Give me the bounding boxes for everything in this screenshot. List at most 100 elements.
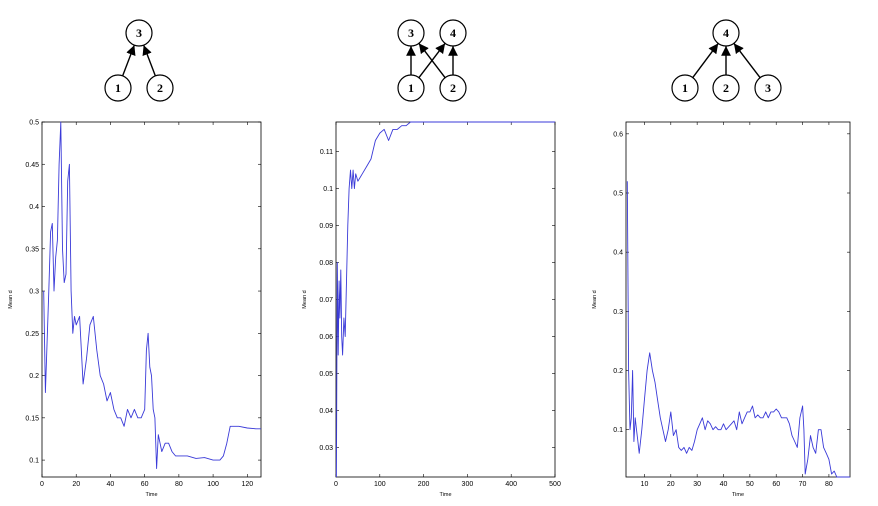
graph-node-label: 1 (115, 81, 121, 95)
x-tick-label: 30 (693, 481, 701, 488)
series-line (626, 181, 850, 478)
y-tick-label: 0.07 (319, 297, 333, 304)
y-tick-label: 0.03 (319, 445, 333, 452)
graph-node-4: 4 (712, 19, 740, 47)
graph-node-3: 3 (754, 74, 782, 102)
graph-node-circle (671, 74, 699, 102)
line-chart-1: 0 20 40 60 80 100 120 0.1 0.15 0.2 0.25 0.3 0.35 0.4 0… (8, 120, 262, 498)
y-tick-label: 0.25 (25, 331, 39, 338)
graph-node-circle (712, 74, 740, 102)
graph-node-label: 3 (408, 26, 414, 40)
x-axis-title: Time (732, 492, 744, 498)
y-tick-label: 0.4 (29, 204, 39, 211)
y-tick-label: 0.3 (29, 289, 39, 296)
graph-edge (418, 42, 446, 79)
y-tick-label: 0.06 (319, 334, 333, 341)
y-tick-label: 0.35 (25, 246, 39, 253)
dependency-graph-1: 3 1 2 (104, 19, 174, 102)
y-tick-label: 0.6 (613, 131, 623, 138)
graph-node-1: 1 (397, 74, 425, 102)
x-tick-label: 400 (505, 481, 517, 488)
graph-node-label: 2 (723, 81, 729, 95)
graph-edge (692, 43, 719, 78)
graph-node-label: 2 (157, 81, 163, 95)
dependency-graphs: 3 1 2 3 4 1 2 4 1 2 3 (104, 19, 782, 102)
graph-edge (733, 42, 761, 79)
x-tick-label: 300 (462, 481, 474, 488)
graph-node-circle (397, 74, 425, 102)
y-tick-label: 0.15 (25, 415, 39, 422)
graph-node-2: 2 (146, 74, 174, 102)
series-line (335, 121, 555, 478)
y-axis-title: Mean d (302, 290, 308, 308)
graph-node-1: 1 (671, 74, 699, 102)
line-chart-2: 0 100 200 300 400 500 0.03 0.04 0.05 0.06 0.07 0.08… (302, 121, 561, 498)
graph-node-circle (397, 19, 425, 47)
y-tick-label: 0.08 (319, 260, 333, 267)
graph-node-label: 4 (450, 26, 456, 40)
x-axis-title: Time (145, 492, 157, 498)
y-tick-label: 0.45 (25, 162, 39, 169)
x-tick-label: 20 (72, 481, 80, 488)
y-tick-label: 0.05 (319, 371, 333, 378)
y-tick-label: 0.04 (319, 408, 333, 415)
dependency-graph-3: 4 1 2 3 (671, 19, 782, 102)
graph-node-circle (104, 74, 132, 102)
x-tick-label: 80 (825, 481, 833, 488)
x-axis-title: Time (439, 492, 451, 498)
x-tick-label: 60 (772, 481, 780, 488)
graph-node-1: 1 (104, 74, 132, 102)
graph-node-2: 2 (439, 74, 467, 102)
x-tick-label: 70 (799, 481, 807, 488)
graph-node-4: 4 (439, 19, 467, 47)
x-tick-label: 40 (720, 481, 728, 488)
y-axis-title: Mean d (8, 290, 14, 308)
x-tick-label: 100 (207, 481, 219, 488)
plot-frame (625, 121, 851, 478)
y-tick-label: 0.09 (319, 223, 333, 230)
graph-node-circle (146, 74, 174, 102)
y-tick-label: 0.11 (320, 149, 333, 156)
x-tick-label: 80 (175, 481, 183, 488)
graph-edge (121, 44, 136, 77)
series-line (43, 121, 261, 469)
y-tick-label: 0.3 (613, 309, 623, 316)
x-tick-label: 40 (107, 481, 115, 488)
y-tick-label: 0.1 (613, 427, 623, 434)
y-tick-label: 0.5 (613, 191, 623, 198)
graph-node-label: 1 (408, 81, 414, 95)
x-tick-label: 10 (641, 481, 649, 488)
x-tick-label: 0 (40, 481, 44, 488)
graph-node-label: 2 (450, 81, 456, 95)
y-tick-label: 0.2 (613, 368, 623, 375)
graph-node-circle (439, 19, 467, 47)
line-chart-3: 10 20 30 40 50 60 70 80 0.1 0.2 0.3 0.4 0.5 0.6 Time Me… (592, 121, 851, 498)
y-axis-title: Mean d (592, 290, 598, 308)
graph-edge (142, 44, 157, 77)
y-tick-label: 0.2 (29, 373, 39, 380)
x-tick-label: 120 (241, 481, 253, 488)
graph-node-3: 3 (397, 19, 425, 47)
x-tick-label: 20 (667, 481, 675, 488)
line-charts: 0 20 40 60 80 100 120 0.1 0.15 0.2 0.25 0.3 0.35 0.4 0… (8, 120, 851, 498)
y-tick-label: 0.1 (323, 186, 333, 193)
y-tick-label: 0.5 (29, 120, 39, 127)
plot-frame (335, 121, 556, 478)
graph-node-circle (712, 19, 740, 47)
x-tick-label: 200 (418, 481, 430, 488)
dependency-graph-2: 3 4 1 2 (397, 19, 467, 102)
x-tick-label: 60 (141, 481, 149, 488)
graph-node-2: 2 (712, 74, 740, 102)
graph-node-label: 3 (136, 26, 142, 40)
graph-node-label: 4 (723, 26, 729, 40)
graph-node-label: 3 (765, 81, 771, 95)
x-tick-label: 500 (549, 481, 561, 488)
x-tick-label: 50 (746, 481, 754, 488)
plot-frame (41, 121, 262, 478)
y-tick-label: 0.4 (613, 250, 623, 257)
graph-node-circle (125, 19, 153, 47)
graph-node-3: 3 (125, 19, 153, 47)
graph-node-label: 1 (682, 81, 688, 95)
y-tick-label: 0.1 (29, 458, 39, 465)
